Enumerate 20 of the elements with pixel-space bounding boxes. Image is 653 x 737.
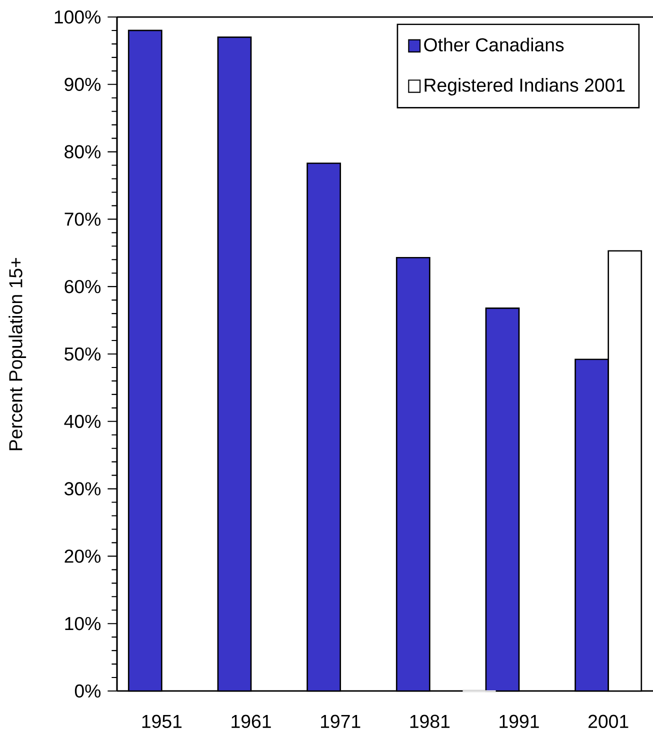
x-tick-label: 1971 xyxy=(320,714,360,728)
y-tick-label: 50% xyxy=(64,347,101,361)
legend-label: Registered Indians 2001 xyxy=(424,78,625,96)
x-tick-label: 1981 xyxy=(410,714,450,728)
legend-label: Other Canadians xyxy=(424,38,564,52)
y-tick-label: 60% xyxy=(64,280,101,294)
x-tick-label: 1991 xyxy=(500,714,539,728)
y-tick-label: 0% xyxy=(74,684,101,698)
y-tick-label: 40% xyxy=(64,414,101,428)
x-tick-label: 1961 xyxy=(232,714,271,728)
y-axis-title: Percent Population 15+ xyxy=(8,258,26,450)
y-tick-label: 70% xyxy=(64,212,101,226)
y-tick-label: 30% xyxy=(64,482,101,496)
y-tick-label: 90% xyxy=(64,78,101,92)
y-tick-label: 20% xyxy=(64,550,101,563)
y-tick-label: 100% xyxy=(54,10,101,24)
x-tick-label: 1951 xyxy=(142,714,182,728)
y-tick-label: 80% xyxy=(64,145,101,158)
x-tick-label: 2001 xyxy=(588,714,628,728)
y-tick-label: 10% xyxy=(65,616,101,630)
